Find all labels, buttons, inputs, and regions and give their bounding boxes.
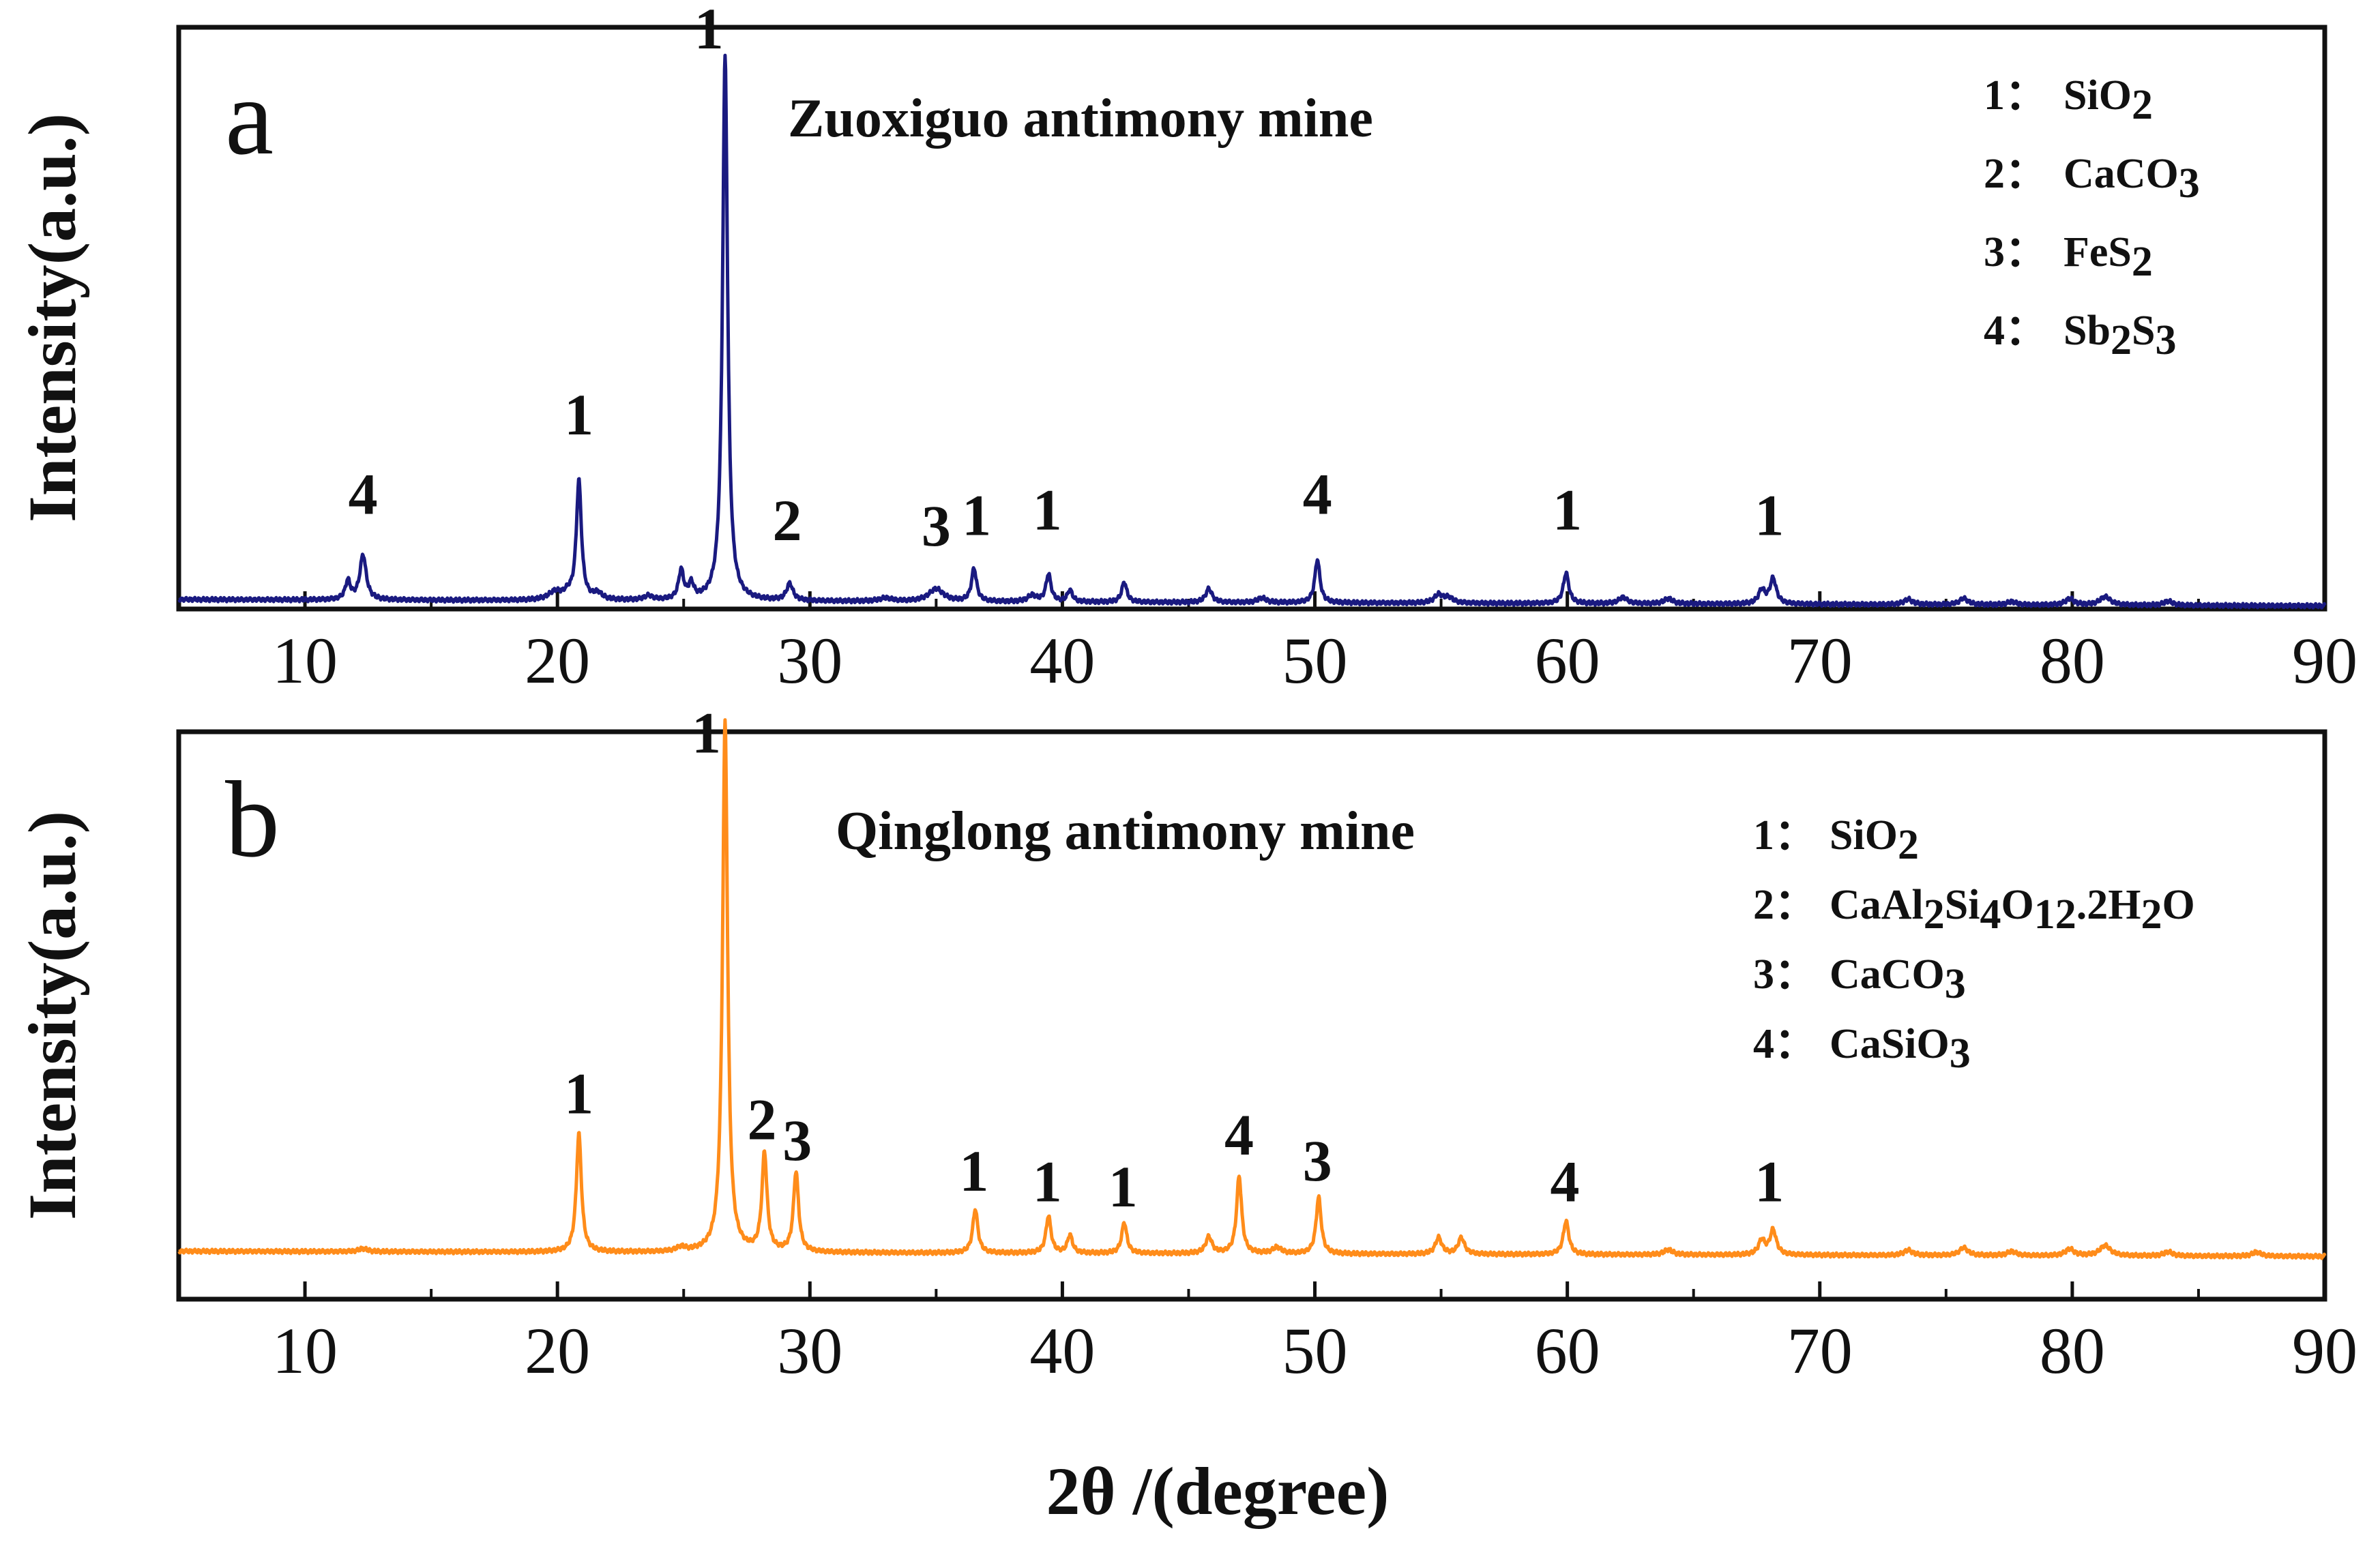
plot-frame bbox=[176, 25, 2327, 612]
legend-number: 3： bbox=[1984, 229, 2047, 276]
x-tick-label: 80 bbox=[2040, 624, 2105, 697]
mine-title: Zuoxiguo antimony mine bbox=[788, 89, 1373, 149]
y-axis-title: Intensity(a.u.) bbox=[14, 811, 90, 1220]
legend-number: 4： bbox=[1984, 308, 2047, 354]
x-tick-label: 80 bbox=[2040, 1314, 2105, 1387]
x-tick-label: 90 bbox=[2292, 1314, 2357, 1387]
legend-formula: SiO2 bbox=[1830, 812, 1919, 868]
x-tick-label: 30 bbox=[777, 1314, 842, 1387]
x-tick-label: 60 bbox=[1535, 1314, 1600, 1387]
legend-formula: CaCO3 bbox=[2063, 151, 2200, 207]
peak-label: 4 bbox=[349, 461, 378, 526]
x-axis-title: 2θ /(degree) bbox=[1046, 1453, 1390, 1529]
peak-label: 1 bbox=[564, 1061, 593, 1127]
peak-label: 4 bbox=[1303, 461, 1332, 526]
panel-letter: b bbox=[225, 758, 280, 880]
x-tick-label: 70 bbox=[1787, 1314, 1853, 1387]
x-tick-label: 90 bbox=[2292, 624, 2357, 697]
legend-number: 2： bbox=[1753, 882, 1817, 928]
x-tick-label: 70 bbox=[1787, 624, 1853, 697]
peak-label: 4 bbox=[1550, 1148, 1579, 1214]
panel-letter: a bbox=[225, 56, 274, 177]
x-tick-label: 30 bbox=[777, 624, 842, 697]
peak-label: 1 bbox=[959, 1138, 988, 1204]
x-tick-label: 40 bbox=[1029, 1314, 1095, 1387]
xrd-pattern-line bbox=[177, 53, 2327, 610]
x-tick-label: 10 bbox=[272, 624, 338, 697]
peak-label: 2 bbox=[772, 488, 802, 553]
legend-formula: CaSiO3 bbox=[1830, 1021, 1971, 1077]
peak-label: 3 bbox=[782, 1108, 812, 1173]
legend-formula: CaAl2Si4O12.2H2O bbox=[1830, 882, 2195, 938]
legend-formula: FeS2 bbox=[2063, 229, 2153, 285]
x-tick-label: 40 bbox=[1029, 624, 1095, 697]
x-tick-label: 10 bbox=[272, 1314, 338, 1387]
peak-label: 1 bbox=[1033, 1148, 1062, 1214]
panel-a: 10 20 30 40 50 60 70 80 90 Intensity(a.u.) a Zuoxig… bbox=[14, 0, 2357, 697]
peak-label: 1 bbox=[1754, 1148, 1784, 1214]
peak-label: 1 bbox=[1033, 477, 1062, 543]
x-tick-label: 60 bbox=[1535, 624, 1600, 697]
y-axis-title: Intensity(a.u.) bbox=[14, 113, 90, 522]
legend-number: 3： bbox=[1753, 951, 1817, 998]
peak-label: 1 bbox=[1754, 482, 1784, 548]
peak-label: 3 bbox=[1303, 1128, 1332, 1193]
legend-number: 4： bbox=[1753, 1021, 1817, 1067]
legend-number: 1： bbox=[1753, 812, 1817, 859]
mine-title: Qinglong antimony mine bbox=[836, 801, 1415, 861]
peak-label: 1 bbox=[692, 700, 721, 765]
plot-frame bbox=[176, 729, 2327, 1302]
x-tick-label: 50 bbox=[1282, 624, 1348, 697]
panel-b: 10 20 30 40 50 60 70 80 90 Intensity(a.u.) b Qinglo… bbox=[14, 700, 2357, 1387]
legend-number: 2： bbox=[1984, 151, 2047, 197]
x-tick-label: 20 bbox=[525, 624, 590, 697]
peak-label: 1 bbox=[564, 382, 593, 447]
peak-label: 1 bbox=[962, 482, 991, 548]
peak-label: 1 bbox=[694, 0, 724, 61]
peak-label: 1 bbox=[1108, 1154, 1138, 1219]
legend-number: 1： bbox=[1984, 72, 2047, 119]
peak-label: 3 bbox=[922, 493, 951, 559]
peak-label: 2 bbox=[747, 1087, 776, 1153]
legend-formula: SiO2 bbox=[2063, 72, 2153, 128]
xrd-pattern-line bbox=[177, 718, 2327, 1260]
legend-formula: CaCO3 bbox=[1830, 951, 1966, 1007]
legend-formula: Sb2S3 bbox=[2063, 308, 2176, 363]
peak-label: 1 bbox=[1553, 477, 1582, 543]
peak-label: 4 bbox=[1224, 1102, 1254, 1168]
x-tick-label: 20 bbox=[525, 1314, 590, 1387]
x-tick-label: 50 bbox=[1282, 1314, 1348, 1387]
